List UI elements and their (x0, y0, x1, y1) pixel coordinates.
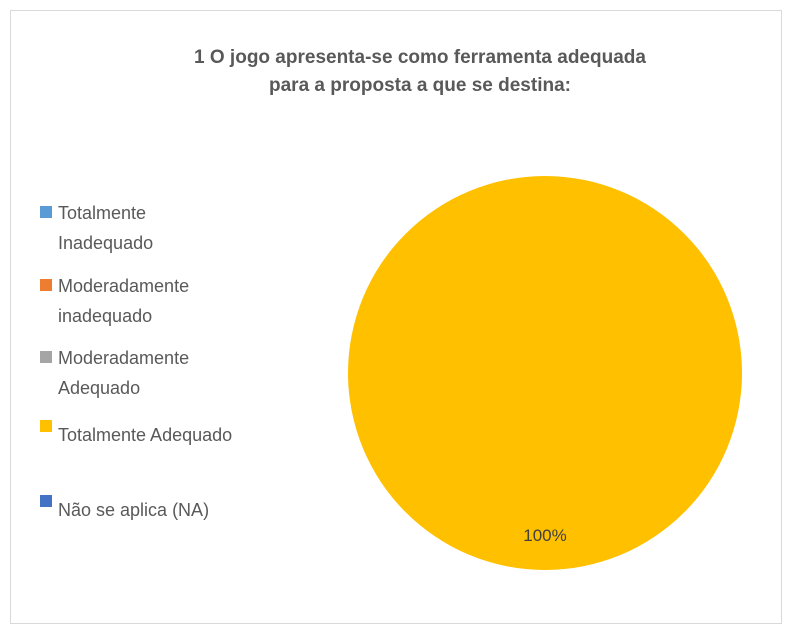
legend-label: Moderadamente Adequado (58, 348, 190, 398)
legend-swatch (40, 206, 52, 218)
legend-item: Totalmente Adequado (40, 420, 270, 450)
legend-label: Totalmente Inadequado (58, 203, 154, 253)
legend-swatch (40, 279, 52, 291)
data-label: 100% (523, 526, 566, 545)
legend-item: Totalmente Inadequado (40, 198, 210, 258)
legend-item: Moderadamente Adequado (40, 343, 210, 403)
legend-item: Não se aplica (NA) (40, 495, 270, 525)
chart-title: 1 O jogo apresenta-se como ferramenta ad… (194, 47, 646, 96)
legend-swatch (40, 495, 52, 507)
legend-swatch (40, 420, 52, 432)
legend-label: Moderadamente inadequado (58, 276, 190, 326)
legend-swatch (40, 351, 52, 363)
legend-item: Moderadamente inadequado (40, 271, 210, 331)
pie-slice (348, 176, 742, 570)
legend-label: Totalmente Adequado (58, 425, 233, 445)
legend-label: Não se aplica (NA) (58, 500, 210, 520)
chart-border (10, 10, 782, 624)
